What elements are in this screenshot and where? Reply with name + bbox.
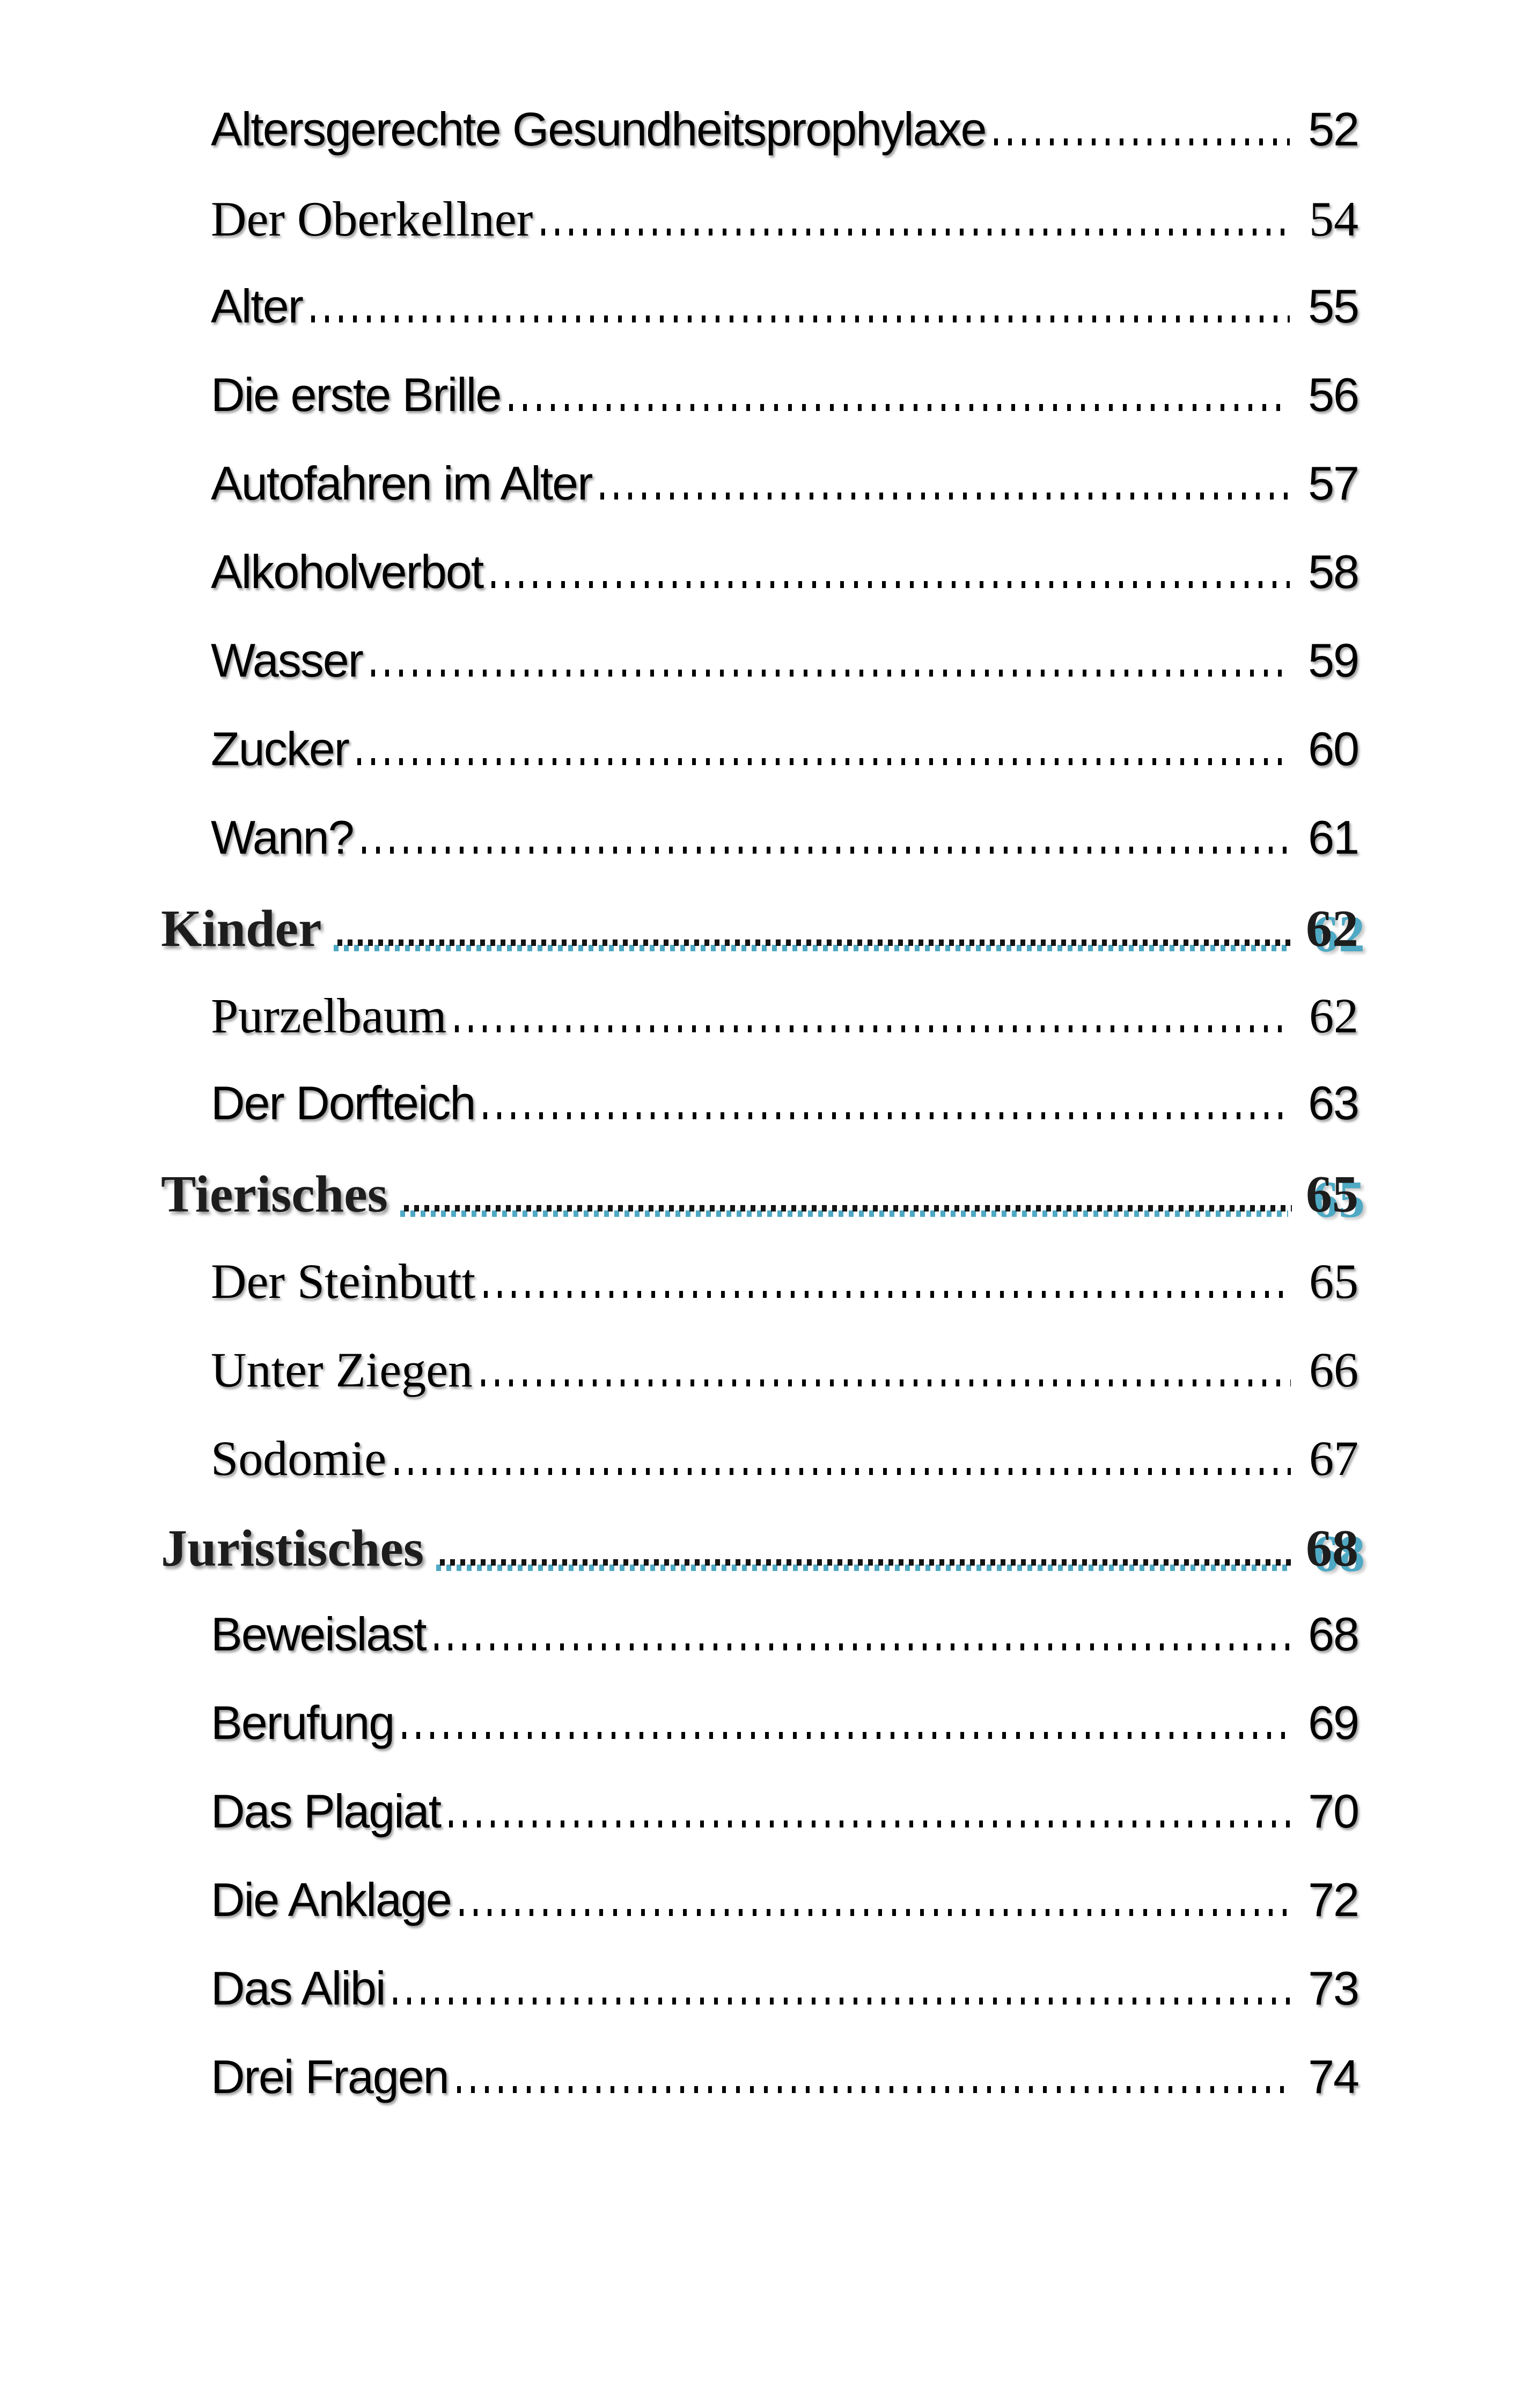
- toc-entry-label: Alter: [211, 280, 304, 333]
- toc-entry-label: Berufung: [211, 1696, 395, 1749]
- toc-dot-leader: [393, 1998, 1290, 2005]
- toc-dot-leader: [434, 1643, 1290, 1650]
- toc-dot-leader: [357, 758, 1290, 765]
- toc-page-number: 61: [1308, 811, 1360, 864]
- toc-dot-leader: [311, 315, 1290, 322]
- toc-row[interactable]: Alter 55: [161, 279, 1360, 368]
- toc-entry-label: Unter Ziegen: [211, 1342, 473, 1397]
- toc-row[interactable]: Kinder 62: [161, 899, 1358, 987]
- toc-page-number: 65: [1309, 1254, 1358, 1309]
- toc-row[interactable]: Das Alibi 73: [161, 1961, 1360, 2050]
- toc-entry-label: Sodomie: [211, 1431, 387, 1486]
- toc-row[interactable]: Berufung 69: [161, 1695, 1360, 1784]
- toc-entry-label: Das Alibi: [211, 1962, 386, 2015]
- toc-row[interactable]: Die erste Brille 56: [161, 368, 1360, 456]
- toc-page-number: 62: [1306, 900, 1358, 958]
- toc-page-number: 66: [1309, 1342, 1358, 1397]
- toc-entry-label: Juristisches: [161, 1519, 424, 1577]
- toc-dot-leader: [395, 1468, 1291, 1475]
- toc-row[interactable]: Der Steinbutt 65: [161, 1253, 1358, 1341]
- toc-row[interactable]: Alkoholverbot 58: [161, 545, 1360, 633]
- toc-entry-label: Tierisches: [161, 1165, 388, 1223]
- toc-dot-leader: [457, 2086, 1290, 2093]
- toc-entry-label: Der Steinbutt: [211, 1254, 476, 1309]
- toc-row[interactable]: Zucker 60: [161, 722, 1360, 810]
- toc-entry-label: Wann?: [211, 811, 355, 864]
- toc-entry-label: Der Dorfteich: [211, 1076, 476, 1129]
- toc-entry-label: Purzelbaum: [211, 988, 447, 1043]
- toc-page-number: 73: [1308, 1962, 1360, 2015]
- toc-entry-label: Zucker: [211, 722, 350, 775]
- toc-row[interactable]: Beweislast 68: [161, 1607, 1360, 1695]
- toc-row[interactable]: Sodomie 67: [161, 1430, 1358, 1518]
- toc-dot-leader: [509, 404, 1290, 411]
- toc-row[interactable]: Purzelbaum 62: [161, 987, 1358, 1076]
- toc-dot-leader: [483, 1112, 1290, 1119]
- toc-page-number: 52: [1308, 102, 1360, 156]
- toc-row[interactable]: Drei Fragen 74: [161, 2050, 1360, 2138]
- toc-entry-label: Der Oberkellner: [211, 192, 533, 246]
- toc-page-number: 54: [1309, 192, 1358, 246]
- toc-page-number: 56: [1308, 368, 1360, 421]
- toc-entry-label: Kinder: [161, 900, 322, 958]
- toc-row[interactable]: Wasser 59: [161, 633, 1360, 722]
- table-of-contents: Altersgerechte Gesundheitsprophylaxe 52 …: [161, 102, 1360, 2138]
- toc-entry-label: Wasser: [211, 634, 364, 687]
- toc-page-number: 68: [1308, 1607, 1360, 1661]
- toc-entry-label: Altersgerechte Gesundheitsprophylaxe: [211, 102, 987, 156]
- toc-dot-leader: [400, 1205, 1292, 1217]
- toc-entry-label: Beweislast: [211, 1607, 427, 1661]
- toc-page-number: 67: [1309, 1431, 1358, 1486]
- toc-dot-leader: [541, 229, 1291, 236]
- toc-dot-leader: [491, 581, 1290, 588]
- toc-page-number: 58: [1308, 545, 1360, 598]
- toc-page-number: 59: [1308, 634, 1360, 687]
- toc-entry-label: Die erste Brille: [211, 368, 502, 421]
- toc-entry-label: Alkoholverbot: [211, 545, 484, 598]
- toc-dot-leader: [402, 1732, 1290, 1739]
- toc-row[interactable]: Der Oberkellner 54: [161, 190, 1358, 279]
- toc-dot-leader: [362, 847, 1290, 854]
- toc-page-number: 62: [1309, 988, 1358, 1043]
- toc-dot-leader: [481, 1379, 1291, 1386]
- toc-row[interactable]: Juristisches 68: [161, 1518, 1358, 1607]
- toc-entry-label: Die Anklage: [211, 1873, 452, 1926]
- toc-page-number: 69: [1308, 1696, 1360, 1749]
- toc-dot-leader: [334, 939, 1292, 951]
- toc-row[interactable]: Unter Ziegen 66: [161, 1341, 1358, 1430]
- toc-entry-label: Autofahren im Alter: [211, 457, 593, 510]
- toc-page-number: 60: [1308, 722, 1360, 775]
- toc-dot-leader: [449, 1820, 1290, 1827]
- toc-row[interactable]: Altersgerechte Gesundheitsprophylaxe 52: [161, 102, 1360, 190]
- toc-row[interactable]: Die Anklage 72: [161, 1873, 1360, 1961]
- toc-dot-leader: [371, 670, 1290, 677]
- toc-page-number: 57: [1308, 457, 1360, 510]
- toc-page-number: 63: [1308, 1076, 1360, 1129]
- toc-row[interactable]: Wann? 61: [161, 810, 1360, 899]
- toc-page-number: 68: [1306, 1519, 1358, 1577]
- toc-dot-leader: [484, 1291, 1291, 1298]
- toc-row[interactable]: Autofahren im Alter 57: [161, 456, 1360, 545]
- toc-dot-leader: [436, 1559, 1292, 1571]
- toc-page-number: 74: [1308, 2050, 1360, 2103]
- toc-row[interactable]: Tierisches 65: [161, 1164, 1358, 1253]
- toc-dot-leader: [994, 138, 1290, 145]
- toc-dot-leader: [600, 493, 1290, 500]
- toc-dot-leader: [459, 1909, 1290, 1916]
- toc-dot-leader: [455, 1025, 1291, 1032]
- toc-row[interactable]: Der Dorfteich 63: [161, 1076, 1360, 1164]
- toc-page-number: 72: [1308, 1873, 1360, 1926]
- toc-entry-label: Drei Fragen: [211, 2050, 450, 2103]
- toc-page-number: 70: [1308, 1785, 1360, 1838]
- toc-entry-label: Das Plagiat: [211, 1785, 442, 1838]
- toc-page-number: 55: [1308, 280, 1360, 333]
- toc-page-number: 65: [1306, 1165, 1358, 1223]
- toc-row[interactable]: Das Plagiat 70: [161, 1784, 1360, 1873]
